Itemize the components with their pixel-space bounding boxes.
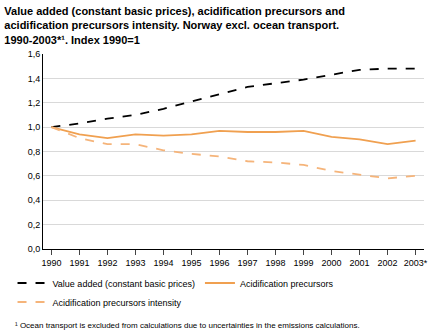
svg-text:Value added (constant basic pr: Value added (constant basic prices), aci…: [4, 5, 345, 46]
svg-text:0,2: 0,2: [28, 220, 41, 230]
svg-text:0,0: 0,0: [28, 244, 41, 254]
svg-text:2003*: 2003*: [404, 258, 428, 268]
svg-text:1999: 1999: [294, 258, 314, 268]
svg-text:Acidification precursors: Acidification precursors: [240, 279, 334, 289]
svg-text:0,8: 0,8: [28, 147, 41, 157]
svg-text:0,6: 0,6: [28, 171, 41, 181]
svg-text:¹ Ocean transport is excluded: ¹ Ocean transport is excluded from calcu…: [15, 321, 360, 330]
svg-text:2002: 2002: [378, 258, 398, 268]
svg-text:Acidification precursors inten: Acidification precursors intensity: [53, 298, 182, 308]
svg-text:1991: 1991: [69, 258, 89, 268]
svg-text:1,4: 1,4: [28, 74, 41, 84]
svg-text:1990: 1990: [41, 258, 61, 268]
svg-text:2000: 2000: [322, 258, 342, 268]
svg-text:1,0: 1,0: [28, 122, 41, 132]
svg-text:2001: 2001: [350, 258, 370, 268]
svg-text:1992: 1992: [97, 258, 117, 268]
svg-text:1996: 1996: [209, 258, 229, 268]
svg-text:1997: 1997: [237, 258, 257, 268]
svg-text:1994: 1994: [153, 258, 173, 268]
svg-text:1995: 1995: [181, 258, 201, 268]
svg-text:1998: 1998: [266, 258, 286, 268]
svg-text:1,2: 1,2: [28, 98, 41, 108]
svg-text:0,4: 0,4: [28, 195, 41, 205]
svg-text:1,6: 1,6: [28, 49, 41, 59]
svg-text:1993: 1993: [125, 258, 145, 268]
svg-text:Value added (constant basic pr: Value added (constant basic prices): [53, 279, 195, 289]
